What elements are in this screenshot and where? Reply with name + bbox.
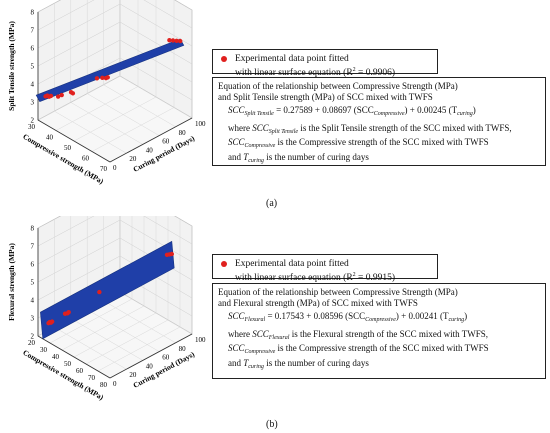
- chart-a-plot: 2 3 4 5 6 7 8 30 40 50 60 70 0 20 40 60 80 100 Split Tensi…: [7, 0, 206, 186]
- grid-y-4: [103, 0, 176, 128]
- z-tick-label-6: 8: [31, 9, 35, 17]
- panel-a: 2 3 4 5 6 7 8 30 40 50 60 70 0 20 40 60 80 100 Split Tensi…: [0, 0, 550, 216]
- z-tick-label-1: 3: [31, 99, 35, 107]
- caption-b: (b): [266, 419, 278, 430]
- eq-b-formula: SCCFlexural = 0.17543 + 0.08596 (SCCComp…: [228, 311, 468, 323]
- panel-b: 2 3 4 5 6 7 8 20 30 40 50 60 70 80 0 20 40 60 80 100 Flexura…: [0, 216, 550, 433]
- y-tick-label-2: 40: [146, 146, 154, 154]
- eq-b-heading1: Equation of the relationship between Com…: [218, 287, 458, 297]
- chart-b-plot: 2 3 4 5 6 7 8 20 30 40 50 60 70 80 0 20 40 60 80 100 Flexura…: [7, 216, 206, 402]
- legend-b-line1: Experimental data point fitted: [235, 259, 349, 269]
- data-point-9: [100, 75, 105, 81]
- z-tick-label-0: 2: [31, 333, 35, 341]
- legend-a: Experimental data point fitted with line…: [212, 49, 438, 78]
- y-tick-label-0: 0: [113, 380, 117, 388]
- x-tick-label-2: 40: [52, 353, 60, 361]
- x-tick-label-1: 30: [40, 346, 48, 354]
- z-axis-title: Split Tensile strength (MPa): [7, 21, 16, 111]
- data-point-10: [169, 251, 174, 257]
- x-tick-label-0: 20: [28, 339, 36, 347]
- x-tick-label-6: 80: [100, 381, 108, 389]
- y-tick-label-3: 60: [162, 354, 170, 362]
- plot-0-axes: 2 3 4 5 6 7 8 30 40 50 60 70 0 20 40 60 80 100 Split Tensi…: [7, 0, 206, 186]
- grid-y-2: [70, 0, 143, 145]
- x-tick-label-2: 50: [64, 144, 72, 152]
- legend-b-line2: with linear surface equation (R2 = 0.991…: [235, 272, 396, 284]
- z-axis-title: Flexural strength (MPa): [7, 243, 16, 321]
- data-point-6: [66, 310, 71, 315]
- y-axis-line: [109, 117, 193, 163]
- data-point-13: [170, 38, 176, 43]
- y-tick-label-4: 80: [179, 345, 187, 353]
- y-tick-label-0: 0: [113, 164, 117, 172]
- data-point-15: [178, 38, 183, 44]
- eq-a-where1: where SCCSplit Tensile is the Split Tens…: [228, 122, 512, 135]
- caption-a: (a): [266, 198, 278, 209]
- data-point-8: [94, 76, 100, 81]
- z-tick-label-4: 6: [31, 45, 35, 53]
- x-tick-label-3: 60: [82, 155, 90, 163]
- x-tick-label-4: 70: [100, 165, 108, 173]
- plot-1-axes: 2 3 4 5 6 7 8 20 30 40 50 60 70 80 0 20 40 60 80 100 Flexura…: [7, 216, 206, 402]
- fitted-surface: [40, 240, 175, 340]
- data-point-11: [105, 75, 110, 80]
- equation-box-b: Equation of the relationship between Com…: [212, 283, 546, 379]
- z-tick-label-2: 4: [31, 81, 35, 89]
- legend-a-marker-icon: [221, 56, 227, 62]
- y-tick-label-5: 100: [195, 336, 206, 344]
- x-tick-label-1: 40: [46, 134, 54, 142]
- z-tick-label-0: 2: [31, 117, 35, 125]
- y-tick-label-3: 60: [162, 138, 170, 146]
- legend-b-marker-icon: [221, 261, 227, 267]
- data-point-14: [174, 38, 179, 43]
- eq-a-where2: SCCCompressive is the Compressive streng…: [228, 137, 489, 149]
- data-point-3: [48, 93, 54, 99]
- data-point-12: [167, 38, 172, 43]
- eq-a-heading2: and Split Tensile strength (MPa) of SCC …: [218, 91, 433, 102]
- equation-box-a: Equation of the relationship between Com…: [212, 77, 546, 166]
- grid-y-3: [86, 0, 160, 136]
- z-tick-label-6: 8: [31, 225, 35, 233]
- legend-a-line2: with linear surface equation (R2 = 0.990…: [235, 67, 396, 79]
- grid-y-5: [119, 0, 193, 119]
- data-point-4: [55, 94, 61, 99]
- x-tick-label-3: 50: [64, 360, 72, 368]
- eq-a-where3: and Tcuring is the number of curing days: [228, 151, 369, 164]
- y-tick-label-1: 20: [129, 371, 137, 379]
- y-tick-label-2: 40: [146, 362, 154, 370]
- z-tick-label-5: 7: [31, 243, 35, 251]
- z-tick-label-5: 7: [31, 27, 35, 35]
- data-point-7: [97, 289, 102, 295]
- legend-b: Experimental data point fitted with line…: [212, 254, 438, 283]
- grid-z-5: [37, 0, 193, 31]
- y-tick-label-5: 100: [195, 120, 206, 128]
- legend-a-line1: Experimental data point fitted: [235, 54, 349, 64]
- z-tick-label-2: 4: [31, 297, 35, 305]
- eq-a-heading1: Equation of the relationship between Com…: [218, 81, 458, 91]
- data-point-7: [70, 91, 76, 96]
- z-tick-label-4: 6: [31, 261, 35, 269]
- y-tick-label-4: 80: [179, 129, 187, 137]
- eq-b-heading2: and Flexural strength (MPa) of SCC mixed…: [218, 297, 418, 308]
- x-tick-label-4: 60: [76, 367, 84, 375]
- x-tick-label-0: 30: [28, 123, 36, 131]
- eq-a-formula: SCCSplit Tensile = 0.27589 + 0.08697 (SC…: [228, 105, 476, 117]
- eq-b-where1: where SCCFlexural is the Flexural streng…: [228, 328, 489, 341]
- y-tick-label-1: 20: [129, 155, 137, 163]
- y-axis-line: [109, 333, 193, 379]
- data-point-3: [49, 319, 55, 324]
- data-point-5: [59, 92, 64, 98]
- z-tick-label-1: 3: [31, 315, 35, 323]
- x-tick-label-5: 70: [88, 374, 96, 382]
- z-tick-label-3: 5: [31, 63, 35, 71]
- eq-b-where2: SCCCompressive is the Compressive streng…: [228, 343, 489, 355]
- grid-y-1: [54, 3, 127, 154]
- eq-b-where3: and Tcuring is the number of curing days: [228, 357, 369, 370]
- x-axis-line: [37, 119, 111, 163]
- x-axis-line: [37, 335, 111, 379]
- z-tick-label-3: 5: [31, 279, 35, 287]
